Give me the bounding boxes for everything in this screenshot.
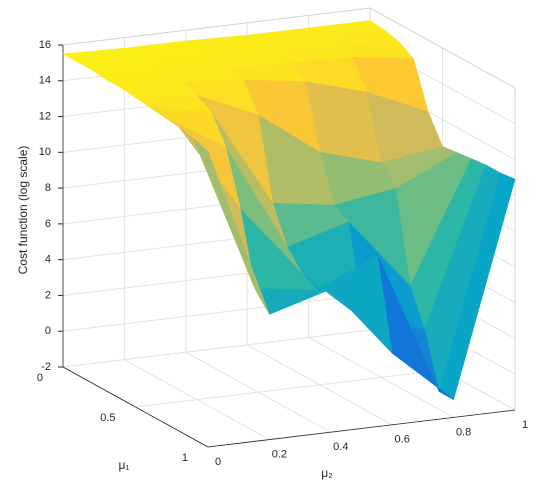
surface-patch xyxy=(193,138,270,315)
grid-line xyxy=(135,369,443,408)
axis-line xyxy=(207,409,516,448)
z-tick-label: 6 xyxy=(45,218,51,230)
x-tick-label: 0 xyxy=(215,456,221,468)
z-tick-label: 0 xyxy=(45,325,51,337)
z-tick-label: 2 xyxy=(45,289,51,301)
x-tick-label: 1 xyxy=(522,419,528,431)
y-tick-label: 0.5 xyxy=(100,412,115,424)
x-axis-label: μ₂ xyxy=(321,466,333,480)
z-tick-label: -2 xyxy=(41,361,51,373)
z-tick-label: 12 xyxy=(39,110,51,122)
z-tick-label: 4 xyxy=(45,254,51,266)
z-tick-label: 10 xyxy=(39,146,51,158)
surface xyxy=(61,20,516,400)
z-tick-label: 14 xyxy=(39,75,51,87)
y-tick-label: 0 xyxy=(37,372,43,384)
y-tick-label: 1 xyxy=(182,452,188,464)
z-axis-label: Cost function (log scale) xyxy=(16,146,30,275)
grid-line xyxy=(62,329,371,368)
x-tick-label: 0.4 xyxy=(333,441,348,453)
z-tick-label: 16 xyxy=(39,39,51,51)
x-tick-label: 0.8 xyxy=(456,426,471,438)
axis-line xyxy=(62,366,209,448)
z-tick-label: 8 xyxy=(45,182,51,194)
grid-line xyxy=(62,293,371,332)
box-edge xyxy=(369,7,516,89)
y-axis-label: μ₁ xyxy=(119,458,130,472)
x-tick-label: 0.6 xyxy=(395,434,410,446)
x-tick-label: 0.2 xyxy=(272,449,287,461)
box-edge xyxy=(62,7,371,46)
surface-patch xyxy=(254,288,331,315)
